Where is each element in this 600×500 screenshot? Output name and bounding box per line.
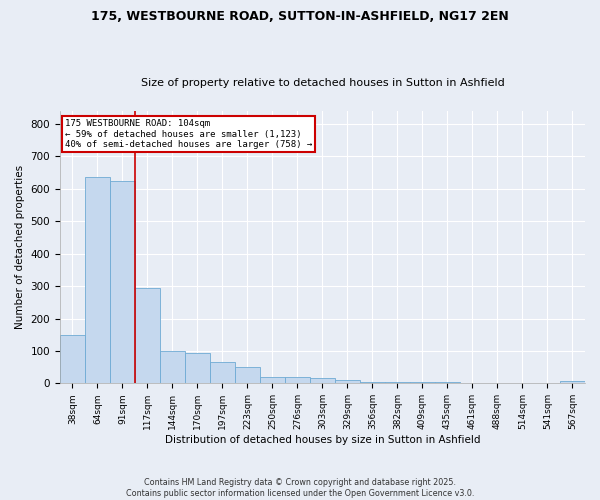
Bar xyxy=(385,382,410,384)
Y-axis label: Number of detached properties: Number of detached properties xyxy=(15,165,25,329)
Bar xyxy=(110,180,135,384)
Bar xyxy=(535,382,560,384)
Bar xyxy=(335,380,360,384)
Text: 175 WESTBOURNE ROAD: 104sqm
← 59% of detached houses are smaller (1,123)
40% of : 175 WESTBOURNE ROAD: 104sqm ← 59% of det… xyxy=(65,119,313,149)
Bar xyxy=(185,352,210,384)
Bar xyxy=(410,382,435,384)
Bar xyxy=(310,378,335,384)
Text: Contains HM Land Registry data © Crown copyright and database right 2025.
Contai: Contains HM Land Registry data © Crown c… xyxy=(126,478,474,498)
Bar xyxy=(510,382,535,384)
Bar xyxy=(560,381,585,384)
Bar xyxy=(135,288,160,384)
Bar xyxy=(360,382,385,384)
Bar xyxy=(260,377,285,384)
X-axis label: Distribution of detached houses by size in Sutton in Ashfield: Distribution of detached houses by size … xyxy=(165,435,480,445)
Bar xyxy=(85,178,110,384)
Bar xyxy=(460,382,485,384)
Bar xyxy=(160,351,185,384)
Text: 175, WESTBOURNE ROAD, SUTTON-IN-ASHFIELD, NG17 2EN: 175, WESTBOURNE ROAD, SUTTON-IN-ASHFIELD… xyxy=(91,10,509,23)
Bar xyxy=(285,377,310,384)
Bar xyxy=(435,382,460,384)
Bar xyxy=(210,362,235,384)
Bar xyxy=(60,334,85,384)
Bar xyxy=(485,382,510,384)
Title: Size of property relative to detached houses in Sutton in Ashfield: Size of property relative to detached ho… xyxy=(140,78,505,88)
Bar xyxy=(235,367,260,384)
